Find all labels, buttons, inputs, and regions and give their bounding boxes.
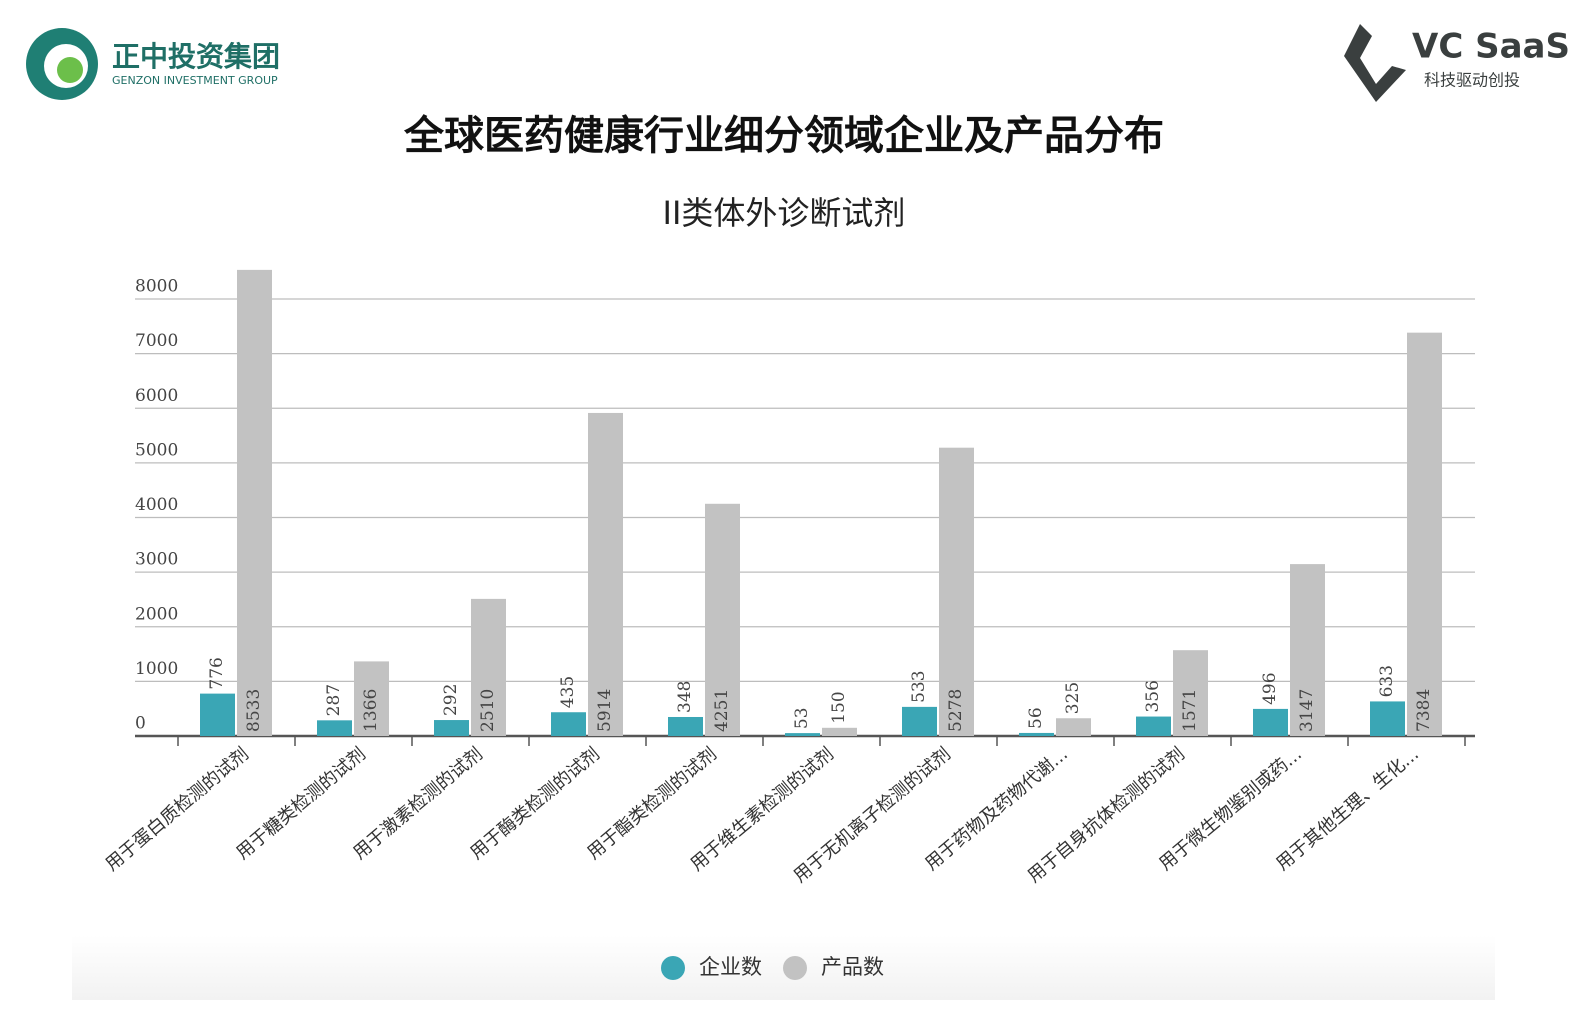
- bar: [588, 412, 623, 736]
- data-label: 356: [1143, 680, 1163, 712]
- bar: [668, 716, 703, 736]
- x-tick-label: 用于蛋白质检测的试剂: [102, 744, 253, 876]
- bar: [939, 447, 974, 736]
- y-tick-label: 1000: [135, 659, 178, 679]
- x-tick-label: 用于酯类检测的试剂: [583, 744, 721, 864]
- legend-marker: [783, 956, 807, 980]
- logo-name: 正中投资集团: [112, 40, 280, 73]
- bar: [434, 720, 469, 736]
- y-tick-label: 6000: [135, 386, 178, 406]
- legend-label: 产品数: [821, 955, 884, 979]
- data-label: 5278: [946, 689, 966, 732]
- data-label: 7384: [1414, 689, 1434, 732]
- data-label: 325: [1063, 682, 1083, 714]
- x-tick-label: 用于酶类检测的试剂: [466, 744, 604, 864]
- bar: [551, 712, 586, 736]
- bar: [1253, 708, 1288, 736]
- data-label: 533: [909, 670, 929, 702]
- bar: [1173, 650, 1208, 736]
- y-tick-label: 2000: [135, 604, 178, 624]
- data-label: 292: [441, 684, 461, 716]
- chart-title: 全球医药健康行业细分领域企业及产品分布: [403, 113, 1164, 159]
- data-label: 150: [829, 691, 849, 723]
- data-label: 496: [1260, 672, 1280, 704]
- bar: [705, 503, 740, 736]
- legend-marker: [661, 956, 685, 980]
- bar: [1370, 701, 1405, 736]
- legend-label: 企业数: [699, 955, 762, 979]
- bar: [471, 598, 506, 736]
- data-label: 4251: [712, 689, 732, 732]
- y-tick-label: 5000: [135, 440, 178, 460]
- bar: [317, 720, 352, 736]
- data-label: 348: [675, 681, 695, 713]
- x-tick-label: 用于激素检测的试剂: [349, 744, 487, 864]
- bar: [822, 727, 857, 736]
- y-tick-label: 3000: [135, 550, 178, 570]
- bar: [1056, 718, 1091, 736]
- bar: [200, 693, 235, 736]
- bar: [1136, 716, 1171, 736]
- data-label: 287: [324, 684, 344, 716]
- data-label: 435: [558, 676, 578, 708]
- data-label: 1366: [361, 689, 381, 732]
- left-logo: 正中投资集团 GENZON INVESTMENT GROUP: [26, 28, 280, 100]
- bar: [902, 706, 937, 736]
- data-label: 56: [1026, 707, 1046, 729]
- y-tick-label: 4000: [135, 495, 178, 515]
- bar: [1407, 332, 1442, 736]
- bar: [1290, 564, 1325, 736]
- bar: [785, 733, 820, 736]
- data-label: 8533: [244, 689, 264, 732]
- logo-sub: 科技驱动创投: [1424, 71, 1520, 90]
- logo-name: VC SaaS: [1412, 27, 1570, 67]
- data-label: 5914: [595, 689, 615, 732]
- y-tick-label: 0: [135, 714, 146, 734]
- bar: [354, 661, 389, 736]
- data-label: 2510: [478, 689, 498, 732]
- data-label: 776: [207, 657, 227, 689]
- bar: [237, 269, 272, 736]
- right-logo: VC SaaS 科技驱动创投: [1344, 24, 1570, 102]
- data-label: 633: [1377, 665, 1397, 697]
- chart-subtitle: II类体外诊断试剂: [663, 194, 906, 232]
- y-tick-label: 8000: [135, 277, 178, 297]
- data-label: 3147: [1297, 689, 1317, 732]
- data-label: 53: [792, 707, 812, 729]
- x-tick-label: 用于糖类检测的试剂: [232, 744, 370, 864]
- data-label: 1571: [1180, 689, 1200, 732]
- y-tick-label: 7000: [135, 331, 178, 351]
- logo-sub: GENZON INVESTMENT GROUP: [112, 74, 278, 87]
- bar: [1019, 732, 1054, 736]
